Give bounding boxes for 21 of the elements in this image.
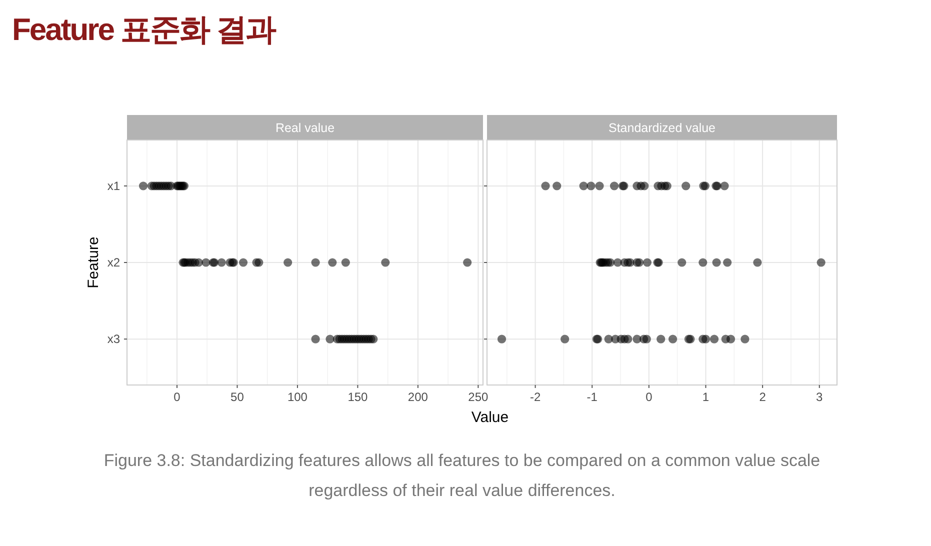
text: Feature 표준화 결과 bbox=[12, 12, 277, 47]
x-tick-label: 50 bbox=[230, 390, 244, 404]
chart-title: Real value bbox=[275, 121, 335, 135]
x-tick-label: 3 bbox=[816, 390, 824, 404]
y-tick-label: x2 bbox=[107, 256, 120, 270]
x-tick-label: 0 bbox=[646, 390, 653, 404]
chart-title: Standardized value bbox=[608, 121, 716, 135]
x-tick-label: 1 bbox=[702, 390, 710, 404]
x-tick-label: 200 bbox=[408, 390, 428, 404]
x-tick-label: 2 bbox=[759, 390, 766, 404]
x-tick-label: 0 bbox=[174, 390, 181, 404]
x-tick-label: 100 bbox=[287, 390, 308, 404]
x-tick-label: -1 bbox=[586, 390, 598, 404]
caption: Figure 3.8: Standardizing features allows all features to be compared on a common value scale regardless of their real value differences. bbox=[104, 451, 820, 500]
x-axis-title: Value bbox=[471, 409, 509, 426]
x-tick-label: 250 bbox=[468, 390, 489, 404]
y-axis-title: Feature bbox=[85, 236, 102, 288]
x-tick-label: 150 bbox=[348, 390, 368, 404]
y-tick-label: x1 bbox=[107, 178, 120, 193]
x-tick-label: -2 bbox=[530, 390, 541, 404]
y-tick-label: x3 bbox=[107, 332, 120, 346]
